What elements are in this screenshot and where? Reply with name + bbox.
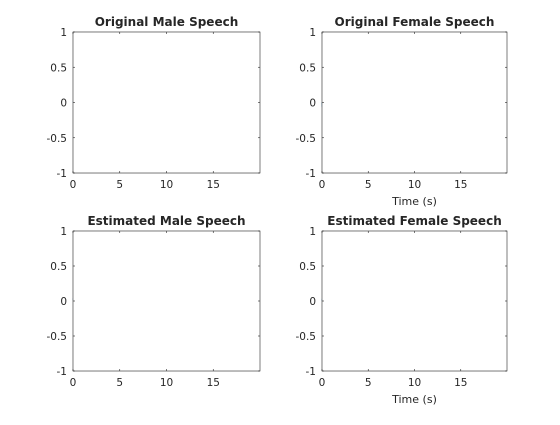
y-tick-label: -1 [57,168,67,180]
subplot-title: Estimated Female Speech [327,214,501,228]
y-tick-label: 1 [60,27,67,39]
x-tick-label: 10 [408,377,421,389]
x-tick-label: 10 [160,377,173,389]
x-axis-label: Time (s) [391,195,437,208]
x-tick-label: 15 [207,377,220,389]
x-tick-label: 15 [454,377,467,389]
subplot-title: Estimated Male Speech [87,214,245,228]
y-tick-label: -0.5 [296,331,317,343]
y-tick-label: -1 [57,366,67,378]
subplot-2: 0 5 10 15 -1 -0.5 0 0.5 1 Original Female Speech T… [296,15,508,208]
axes-frame [72,31,261,174]
x-tick-label: 0 [70,179,77,191]
axes-frame [321,31,508,174]
x-tick-label: 5 [116,377,123,389]
axes-frame [321,230,508,372]
y-tick-label: 0 [309,296,316,308]
x-tick-label: 10 [408,179,421,191]
axes-frame [72,230,261,372]
subplot-title: Original Male Speech [95,15,239,29]
y-tick-label: -1 [306,168,316,180]
x-tick-label: 15 [207,179,220,191]
y-tick-label: 0.5 [299,62,316,74]
x-tick-label: 15 [454,179,467,191]
y-tick-label: 0.5 [299,261,316,273]
x-tick-label: 5 [365,179,372,191]
x-axis-label: Time (s) [391,393,437,406]
x-tick-label: 5 [116,179,123,191]
subplot-3: 0 5 10 15 -1 -0.5 0 0.5 1 Estimated Male Speech [47,214,261,389]
y-tick-label: 0 [60,98,67,110]
subplot-4: 0 5 10 15 -1 -0.5 0 0.5 1 Estimated Female Speech… [296,214,508,406]
y-tick-label: -0.5 [47,133,68,145]
y-tick-label: 0 [60,296,67,308]
y-tick-label: 0 [309,98,316,110]
y-tick-label: -1 [306,366,316,378]
y-tick-label: 0.5 [50,261,67,273]
x-tick-label: 0 [319,179,326,191]
y-tick-label: -0.5 [296,133,317,145]
x-tick-label: 5 [365,377,372,389]
y-tick-label: 1 [309,27,316,39]
x-tick-label: 10 [160,179,173,191]
subplot-title: Original Female Speech [335,15,495,29]
y-tick-label: 0.5 [50,62,67,74]
y-tick-label: 1 [60,226,67,238]
x-tick-label: 0 [319,377,326,389]
y-tick-label: 1 [309,226,316,238]
subplot-1: 0 5 10 15 -1 -0.5 0 0.5 1 Original Male Speech [47,15,261,191]
x-tick-label: 0 [70,377,77,389]
y-tick-label: -0.5 [47,331,68,343]
